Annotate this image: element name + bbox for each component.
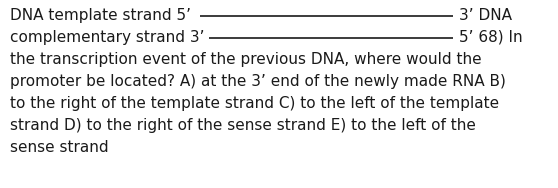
Text: 3’ DNA: 3’ DNA <box>459 8 512 23</box>
Text: sense strand: sense strand <box>10 140 109 155</box>
Text: the transcription event of the previous DNA, where would the: the transcription event of the previous … <box>10 52 482 67</box>
Text: promoter be located? A) at the 3’ end of the newly made RNA B): promoter be located? A) at the 3’ end of… <box>10 74 506 89</box>
Text: DNA template strand 5’: DNA template strand 5’ <box>10 8 191 23</box>
Text: complementary strand 3’: complementary strand 3’ <box>10 30 204 45</box>
Text: 5’ 68) In: 5’ 68) In <box>459 30 522 45</box>
Text: strand D) to the right of the sense strand E) to the left of the: strand D) to the right of the sense stra… <box>10 118 476 133</box>
Text: to the right of the template strand C) to the left of the template: to the right of the template strand C) t… <box>10 96 499 111</box>
